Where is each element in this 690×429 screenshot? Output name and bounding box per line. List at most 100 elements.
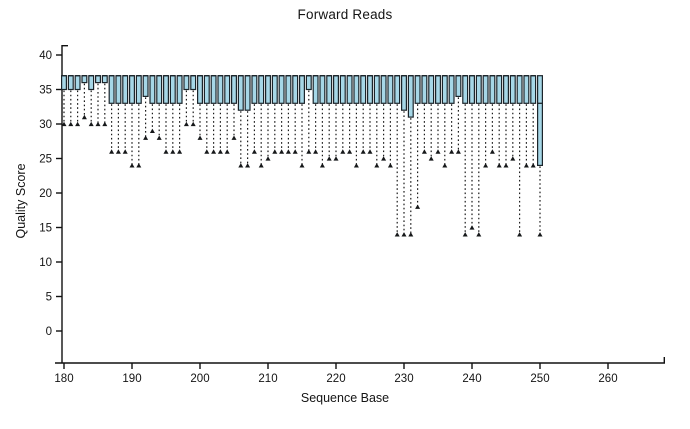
whisker-min-marker [204, 149, 210, 154]
box-whisker [523, 75, 530, 104]
whisker-min-marker [156, 135, 162, 140]
box-whisker [142, 75, 149, 97]
y-tick-label: 20 [39, 188, 52, 200]
whisker-min-marker [258, 163, 264, 168]
y-tick-label: 5 [46, 292, 52, 304]
whisker-min-marker [340, 149, 346, 154]
box-whisker [407, 75, 414, 118]
whisker-min-marker [476, 232, 482, 237]
whisker-min-marker [299, 163, 305, 168]
y-tick-label: 25 [39, 154, 52, 166]
box-whisker [401, 75, 408, 111]
whisker-min-marker [347, 149, 353, 154]
box-whisker [387, 75, 394, 104]
whisker-min-marker [408, 232, 414, 237]
whisker-min-marker [523, 163, 529, 168]
whisker-min-marker [109, 149, 115, 154]
box-whisker [373, 75, 380, 104]
box-whisker [210, 75, 217, 104]
whisker-min-marker [265, 156, 271, 161]
y-tick-label: 0 [46, 326, 52, 338]
y-tick-label: 10 [39, 257, 52, 269]
whisker-min-marker [136, 163, 142, 168]
x-tick-label: 190 [122, 373, 141, 385]
whisker-min-marker [245, 163, 251, 168]
y-tick-label: 35 [39, 85, 52, 97]
y-tick-label: 15 [39, 223, 52, 235]
whisker-min-marker [285, 149, 291, 154]
box-whisker [536, 75, 543, 166]
whisker-min-marker [455, 149, 461, 154]
whisker-min-marker [129, 163, 135, 168]
whisker-min-marker [224, 149, 230, 154]
x-tick-label: 220 [326, 373, 345, 385]
whisker-min-marker [306, 149, 312, 154]
box-whisker [394, 75, 401, 104]
whisker-min-marker [496, 163, 502, 168]
whisker-min-marker [163, 149, 169, 154]
box-whisker [462, 75, 469, 104]
x-tick-label: 230 [394, 373, 413, 385]
whisker-min-marker [170, 149, 176, 154]
box-whisker [135, 75, 142, 104]
x-tick-label: 250 [530, 373, 549, 385]
whisker-min-marker [353, 163, 359, 168]
whisker-min-marker [387, 163, 393, 168]
x-tick-label: 180 [54, 373, 73, 385]
box-whisker [285, 75, 292, 104]
box-whisker [108, 75, 115, 104]
whisker-min-marker [251, 149, 257, 154]
whisker-min-marker [102, 121, 108, 127]
box-whisker [176, 75, 183, 104]
box-whisker [299, 75, 306, 104]
whisker-min-marker [143, 135, 149, 140]
x-tick-label: 200 [190, 373, 209, 385]
whisker-min-marker [217, 149, 223, 154]
box-whisker [503, 75, 510, 104]
whisker-min-marker [197, 135, 203, 140]
box-whisker [319, 75, 326, 104]
y-tick-label: 40 [39, 50, 52, 62]
whisker-min-marker [272, 149, 278, 154]
whisker-min-marker [326, 156, 332, 161]
whisker-min-marker [374, 163, 380, 168]
whisker-min-marker [279, 149, 285, 154]
box-whisker [346, 75, 353, 104]
box-whisker [448, 75, 455, 104]
whisker-min-marker [530, 163, 536, 168]
whisker-min-marker [292, 149, 298, 154]
box-whisker [101, 75, 108, 84]
box-whisker [353, 75, 360, 104]
whisker-min-marker [238, 163, 244, 168]
whisker-min-marker [95, 121, 101, 127]
box-whisker [265, 75, 272, 104]
box-whisker [115, 75, 122, 104]
box-whisker [217, 75, 224, 104]
whisker-min-marker [183, 121, 189, 127]
whisker-min-marker [177, 149, 183, 154]
whisker-min-marker [489, 149, 495, 154]
box-whisker [414, 75, 421, 104]
box-whisker [339, 75, 346, 104]
whisker-min-marker [61, 121, 67, 127]
box-whisker [203, 75, 210, 104]
box-whisker [530, 75, 537, 104]
whisker-min-marker [381, 156, 387, 161]
box-whisker [60, 75, 67, 91]
box-whisker [516, 75, 523, 104]
whisker-min-marker [415, 204, 421, 209]
box-whisker [469, 75, 476, 104]
box-whisker [81, 75, 88, 84]
box-whisker [129, 75, 136, 104]
box-whisker [482, 75, 489, 104]
box-whisker [169, 75, 176, 104]
box-whisker [231, 75, 238, 104]
box-whisker [190, 75, 197, 91]
box-whisker [333, 75, 340, 104]
box-whisker [305, 75, 312, 91]
whisker-min-marker [68, 121, 74, 127]
whisker-min-marker [435, 149, 441, 154]
whisker-min-marker [483, 163, 489, 168]
